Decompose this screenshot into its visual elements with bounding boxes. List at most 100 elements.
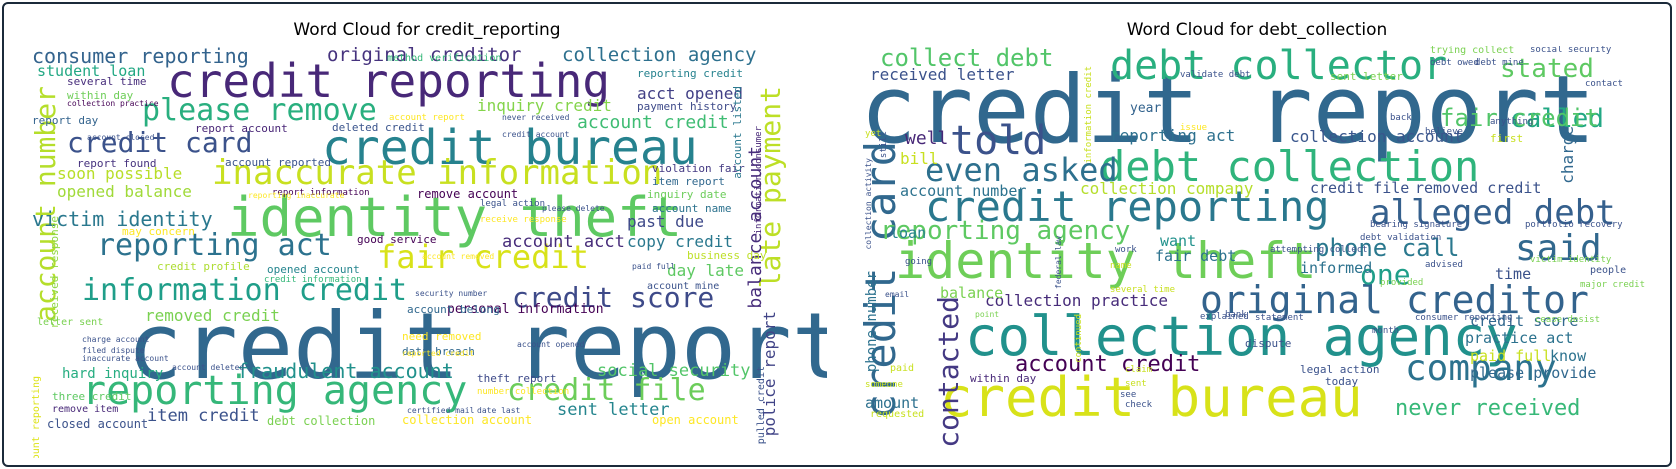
credit-reporting-word: sent letter xyxy=(557,400,670,420)
credit-reporting-word: hard inquiry xyxy=(62,366,164,382)
credit-reporting-word: inaccurate account xyxy=(82,354,169,363)
credit-reporting-word: fraudulent account xyxy=(237,359,454,383)
debt-collection-word: believe xyxy=(1425,127,1463,137)
credit-reporting-word: identity theft xyxy=(227,186,683,249)
left-wordcloud-panel: Word Cloud for credit_reporting credit r… xyxy=(12,4,842,465)
debt-collection-word: loan xyxy=(890,224,927,242)
debt-collection-word: major credit xyxy=(1580,280,1646,290)
debt-collection-word: reporting agency xyxy=(880,216,1131,246)
debt-collection-word: see xyxy=(1120,390,1137,400)
credit-reporting-word: account closed xyxy=(87,133,155,142)
credit-reporting-word: account deleted xyxy=(172,363,245,372)
right-cloud-title: Word Cloud for debt_collection xyxy=(1126,20,1388,40)
debt-collection-word: time xyxy=(1495,265,1532,283)
credit-reporting-word: account removed xyxy=(422,252,495,261)
credit-reporting-word: filed dispute xyxy=(82,346,145,355)
credit-reporting-word: collection agency xyxy=(562,46,757,66)
debt-collection-word: trying collect xyxy=(1430,46,1515,56)
debt-collection-word: legal action xyxy=(1300,363,1380,376)
credit-reporting-word: inaccurate information xyxy=(212,153,663,193)
debt-collection-word: information credit xyxy=(1084,66,1094,164)
debt-collection-word: sent letter xyxy=(1330,70,1403,83)
debt-collection-word: original creditor xyxy=(1200,278,1589,322)
credit-reporting-word: credit reporting xyxy=(167,54,611,108)
credit-reporting-word: three credit xyxy=(52,390,132,403)
debt-collection-word: company xyxy=(1405,348,1557,389)
credit-reporting-word: information credit xyxy=(82,273,408,308)
debt-collection-word: collection company xyxy=(1080,179,1254,198)
debt-collection-word: dispute xyxy=(1245,337,1292,350)
debt-collection-word: victim identity xyxy=(1530,255,1612,265)
debt-collection-word: within day xyxy=(970,372,1037,385)
debt-collection-word: issue xyxy=(1180,123,1208,133)
debt-collection-word: consumer reporting xyxy=(1415,313,1513,323)
debt-collection-word: fair debt xyxy=(1155,247,1237,265)
debt-collection-word: several time xyxy=(1110,285,1176,295)
credit-reporting-word: opened balance xyxy=(57,182,192,201)
debt-collection-word: federal law xyxy=(1054,236,1063,289)
credit-reporting-word: paid full xyxy=(632,262,676,271)
debt-collection-word: still xyxy=(879,131,889,159)
credit-reporting-word: legal action xyxy=(480,199,546,209)
debt-collection-word: charge xyxy=(1558,126,1577,184)
credit-reporting-word: reporting inaccurate xyxy=(248,191,345,200)
credit-reporting-word: soon possible xyxy=(57,164,183,183)
credit-reporting-word: open account xyxy=(652,413,739,427)
debt-collection-word: removed credit xyxy=(1415,179,1542,197)
debt-collection-word: advised xyxy=(1425,260,1463,270)
credit-reporting-word: violation fair xyxy=(652,162,745,175)
credit-reporting-word: student loan xyxy=(37,62,146,80)
credit-reporting-word: account credit xyxy=(577,112,729,133)
credit-reporting-word: account reporting xyxy=(31,376,42,458)
debt-collection-word: want xyxy=(1160,232,1197,250)
debt-collection-word: called xyxy=(1510,104,1604,134)
credit-reporting-word: day late xyxy=(667,261,745,280)
debt-collection-word: credit reporting xyxy=(925,182,1330,231)
debt-collection-word: check xyxy=(1125,400,1153,410)
credit-reporting-word: need removed xyxy=(402,330,482,343)
credit-reporting-word: method verification xyxy=(387,53,502,64)
credit-reporting-word: debt collection xyxy=(267,414,376,428)
credit-reporting-word: inquiry date xyxy=(647,188,727,201)
debt-collection-word: continued xyxy=(1074,314,1084,363)
credit-reporting-word: item report xyxy=(652,175,725,188)
debt-collection-word: reporting act xyxy=(1110,126,1236,145)
debt-collection-word: requested xyxy=(870,409,925,420)
debt-collection-word: anything xyxy=(1490,117,1534,127)
credit-reporting-word: reporting agency xyxy=(82,368,468,414)
credit-reporting-word: please remove xyxy=(142,93,377,128)
credit-reporting-word: collection account xyxy=(402,413,533,427)
debt-collection-word: stated xyxy=(1500,54,1594,84)
debt-collection-word: please provide xyxy=(1470,364,1597,382)
credit-reporting-word: good service xyxy=(357,233,437,246)
credit-reporting-word: past due xyxy=(627,212,705,231)
debt-collection-word: even asked xyxy=(925,151,1118,189)
debt-collection-word: phone number xyxy=(864,271,880,373)
debt-collection-wordcloud: credit report collection agency credit bur… xyxy=(860,46,1660,458)
credit-reporting-word: theft report xyxy=(477,372,557,385)
debt-collection-word: identity theft xyxy=(895,232,1317,290)
debt-collection-word: bank xyxy=(1225,310,1247,320)
credit-reporting-word: report day xyxy=(32,114,99,127)
debt-collection-word: explained xyxy=(1200,312,1249,322)
debt-collection-word: bill xyxy=(900,149,939,168)
credit-reporting-word: remove account xyxy=(417,187,519,201)
debt-collection-word: collection activity xyxy=(864,158,873,250)
debt-collection-word: one xyxy=(1360,258,1411,291)
credit-reporting-word: number collection xyxy=(477,387,570,397)
credit-reporting-word: information consumer xyxy=(754,126,764,235)
credit-reporting-word: remove item xyxy=(52,404,119,415)
credit-reporting-word: please delete xyxy=(542,204,605,213)
debt-collection-word: credit bureau xyxy=(940,366,1363,429)
credit-reporting-word: payment history xyxy=(637,100,737,113)
credit-reporting-word: account acct xyxy=(502,232,625,252)
credit-reporting-word: credit score xyxy=(512,281,715,314)
debt-collection-word: sent xyxy=(1125,379,1147,389)
credit-reporting-word: social security xyxy=(597,361,751,381)
credit-reporting-word: may concern xyxy=(122,225,195,238)
debt-collection-word: told xyxy=(950,118,1047,164)
credit-reporting-word: personal information xyxy=(447,302,604,317)
credit-reporting-word: account listed xyxy=(731,86,744,179)
debt-collection-word: cease desist xyxy=(1535,315,1601,325)
